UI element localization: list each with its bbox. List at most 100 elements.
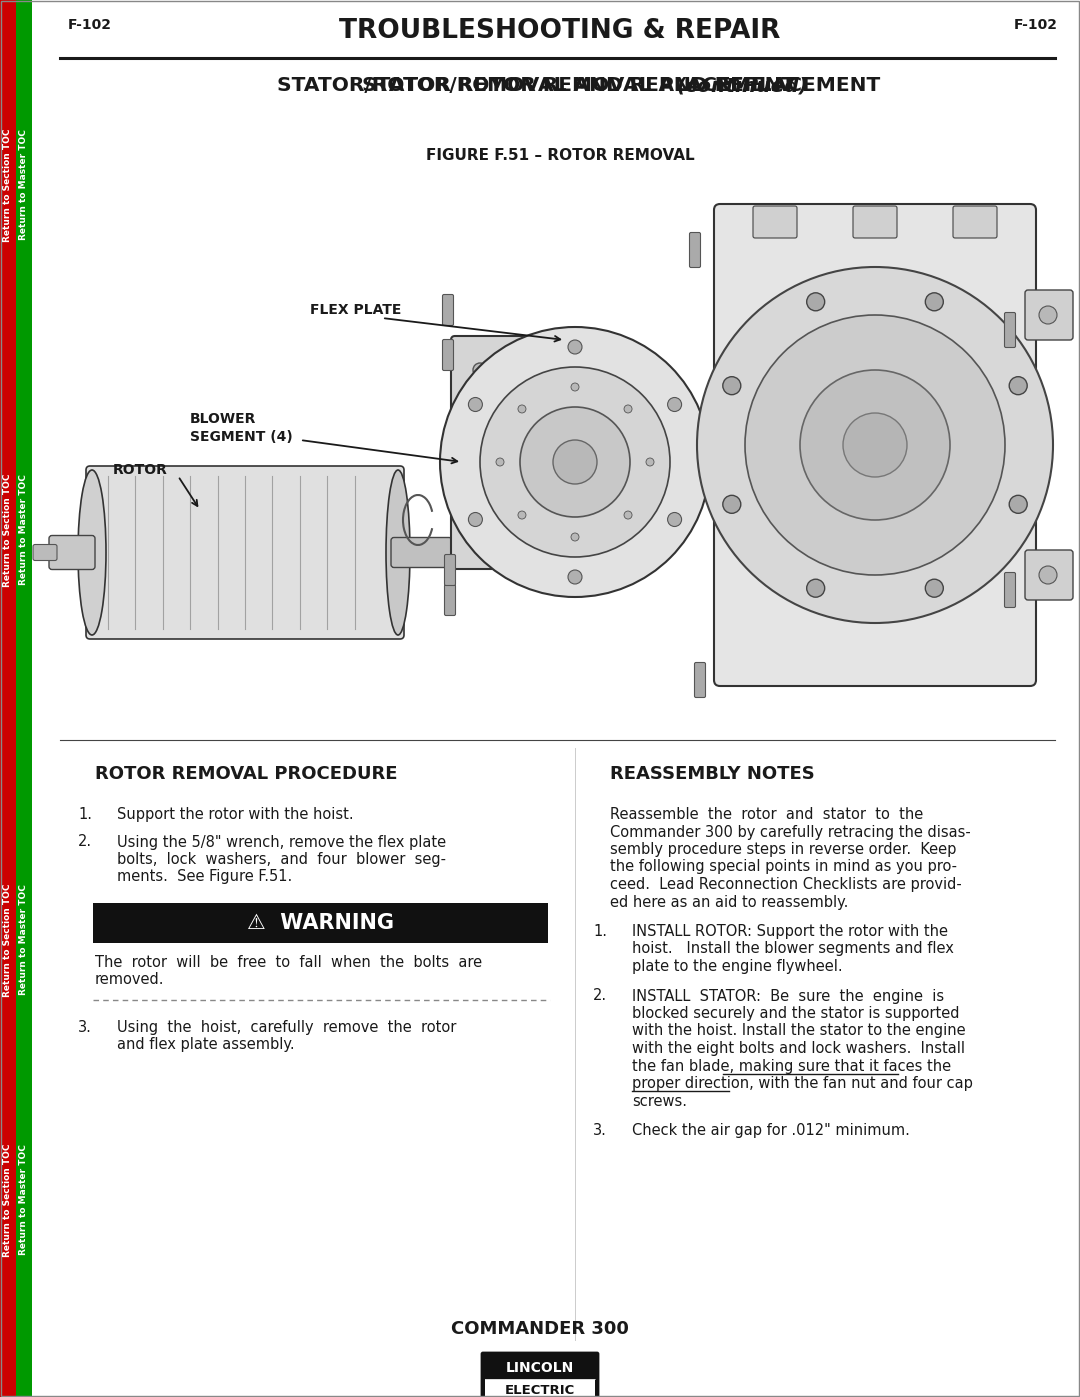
Bar [485,1356,595,1379]
FancyBboxPatch shape [1025,291,1074,339]
Text: proper direction, with the fan nut and four cap: proper direction, with the fan nut and f… [632,1076,973,1091]
FancyBboxPatch shape [391,538,453,567]
Text: REASSEMBLY NOTES: REASSEMBLY NOTES [610,766,814,782]
FancyBboxPatch shape [482,1354,598,1397]
Text: Using the 5/8" wrench, remove the flex plate: Using the 5/8" wrench, remove the flex p… [117,834,446,849]
Text: ELECTRIC: ELECTRIC [504,1383,576,1397]
Text: Return to Master TOC: Return to Master TOC [19,130,28,240]
FancyBboxPatch shape [1004,573,1015,608]
Text: with the hoist. Install the stator to the engine: with the hoist. Install the stator to th… [632,1024,966,1038]
FancyBboxPatch shape [451,337,584,569]
Circle shape [568,339,582,353]
Circle shape [473,433,487,447]
FancyBboxPatch shape [443,339,454,370]
Circle shape [549,363,563,377]
FancyBboxPatch shape [853,205,897,237]
Text: blocked securely and the stator is supported: blocked securely and the stator is suppo… [632,1006,959,1021]
FancyBboxPatch shape [445,584,456,616]
Text: Commander 300 by carefully retracing the disas-: Commander 300 by carefully retracing the… [610,824,971,840]
Text: 1.: 1. [593,923,607,939]
Circle shape [571,534,579,541]
Text: FLEX PLATE: FLEX PLATE [310,303,402,317]
Text: 2.: 2. [593,989,607,1003]
Text: Return to Master TOC: Return to Master TOC [19,884,28,996]
Text: ceed.  Lead Reconnection Checklists are provid-: ceed. Lead Reconnection Checklists are p… [610,877,962,893]
Text: INSTALL ROTOR: Support the rotor with the: INSTALL ROTOR: Support the rotor with th… [632,923,948,939]
Circle shape [511,503,525,517]
Circle shape [469,398,483,412]
Text: hoist.   Install the blower segments and flex: hoist. Install the blower segments and f… [632,942,954,957]
Circle shape [473,503,487,517]
FancyBboxPatch shape [445,555,456,585]
Circle shape [624,405,632,414]
Circle shape [519,407,630,517]
Circle shape [480,367,670,557]
Circle shape [549,433,563,447]
Text: and flex plate assembly.: and flex plate assembly. [117,1038,295,1052]
Bar [485,1379,595,1397]
Circle shape [723,496,741,513]
Circle shape [549,503,563,517]
Text: STATOR/ROTOR REMOVAL AND REPLACEMENT: STATOR/ROTOR REMOVAL AND REPLACEMENT [362,75,887,95]
Circle shape [723,377,741,395]
FancyBboxPatch shape [694,662,705,697]
Circle shape [745,314,1005,576]
Circle shape [926,293,943,310]
Text: The  rotor  will  be  free  to  fall  when  the  bolts  are: The rotor will be free to fall when the … [95,956,482,970]
FancyBboxPatch shape [49,535,95,570]
Text: Check the air gap for .012" minimum.: Check the air gap for .012" minimum. [632,1123,909,1139]
Text: F-102: F-102 [1014,18,1058,32]
Text: Return to Section TOC: Return to Section TOC [3,474,13,587]
Circle shape [440,327,710,597]
FancyBboxPatch shape [1004,313,1015,348]
Text: 2.: 2. [78,834,92,849]
FancyBboxPatch shape [443,295,454,326]
Text: LINCOLN: LINCOLN [505,1361,575,1375]
Text: (continued): (continued) [676,75,808,95]
Circle shape [511,363,525,377]
Text: 3.: 3. [593,1123,607,1139]
Circle shape [1039,306,1057,324]
Circle shape [511,433,525,447]
Bar [16,0,32,1397]
Text: Return to Master TOC: Return to Master TOC [19,475,28,585]
Circle shape [469,513,483,527]
Circle shape [513,504,523,515]
Text: the following special points in mind as you pro-: the following special points in mind as … [610,859,957,875]
Text: Return to Section TOC: Return to Section TOC [3,883,13,996]
Circle shape [553,440,597,483]
Text: STATOR/ROTOR REMOVAL AND REPLACEMENT: STATOR/ROTOR REMOVAL AND REPLACEMENT [278,75,802,95]
Text: with the eight bolts and lock washers.  Install: with the eight bolts and lock washers. I… [632,1041,966,1056]
Text: Return to Section TOC: Return to Section TOC [3,129,13,242]
FancyBboxPatch shape [33,545,57,560]
Text: removed.: removed. [95,972,164,988]
Text: screws.: screws. [632,1094,687,1108]
Circle shape [1009,496,1027,513]
Circle shape [807,580,825,597]
Text: ROTOR REMOVAL PROCEDURE: ROTOR REMOVAL PROCEDURE [95,766,397,782]
FancyBboxPatch shape [1025,550,1074,599]
Circle shape [496,458,504,467]
Bar [0,0,16,1397]
Circle shape [800,370,950,520]
Text: ⚠  WARNING: ⚠ WARNING [247,914,394,933]
Circle shape [568,570,582,584]
Circle shape [843,414,907,476]
Circle shape [926,580,943,597]
Text: INSTALL  STATOR:  Be  sure  the  engine  is: INSTALL STATOR: Be sure the engine is [632,989,944,1003]
FancyBboxPatch shape [714,204,1036,686]
Text: FIGURE F.51 – ROTOR REMOVAL: FIGURE F.51 – ROTOR REMOVAL [426,148,694,163]
Circle shape [513,535,523,545]
Text: Using  the  hoist,  carefully  remove  the  rotor: Using the hoist, carefully remove the ro… [117,1020,457,1035]
Text: 3.: 3. [78,1020,92,1035]
Circle shape [1039,566,1057,584]
Text: Return to Section TOC: Return to Section TOC [3,1143,13,1257]
Text: Reassemble  the  rotor  and  stator  to  the: Reassemble the rotor and stator to the [610,807,923,821]
Text: ROTOR: ROTOR [113,462,167,476]
Text: F-102: F-102 [68,18,112,32]
Circle shape [518,405,526,414]
Text: 1.: 1. [78,807,92,821]
Circle shape [624,511,632,520]
Text: sembly procedure steps in reverse order.  Keep: sembly procedure steps in reverse order.… [610,842,957,856]
Circle shape [667,513,681,527]
